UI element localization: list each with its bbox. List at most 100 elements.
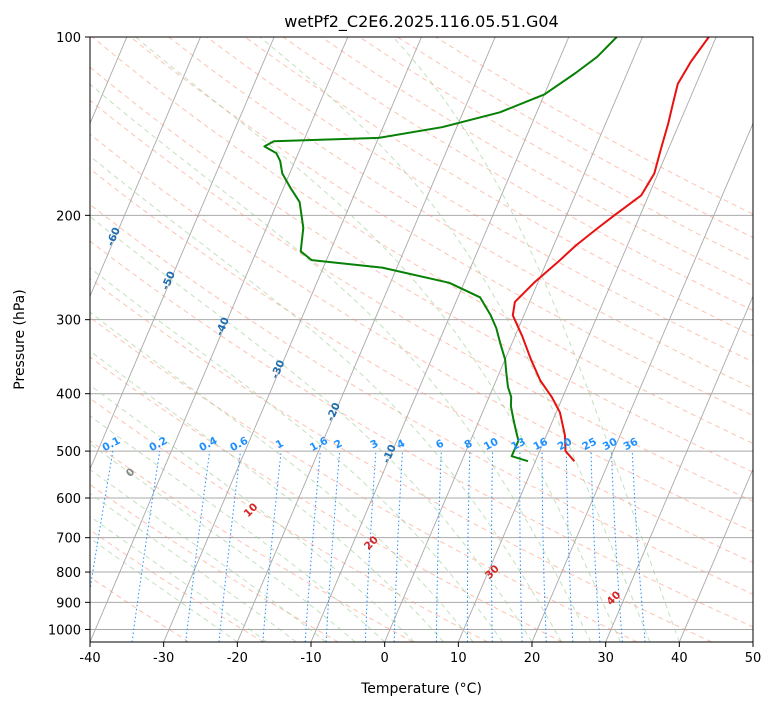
isotherm bbox=[310, 37, 570, 642]
y-tick-label: 200 bbox=[56, 209, 81, 224]
dry-adiabat-label: 20 bbox=[362, 534, 381, 553]
x-tick-label: -10 bbox=[300, 651, 321, 666]
x-tick-label: 0 bbox=[381, 651, 389, 666]
dry-adiabat bbox=[90, 203, 753, 595]
moist-adiabat bbox=[259, 37, 651, 642]
x-tick-label: 40 bbox=[671, 651, 688, 666]
x-tick-label: -30 bbox=[153, 651, 174, 666]
dry-adiabat bbox=[90, 278, 712, 642]
y-axis-label: Pressure (hPa) bbox=[12, 289, 28, 389]
moist-adiabat bbox=[90, 155, 562, 642]
mixing-ratio-line bbox=[491, 451, 494, 642]
mixing-ratio-line bbox=[304, 451, 321, 642]
mixing-ratio-label: 3 bbox=[368, 437, 380, 451]
y-tick-label: 100 bbox=[56, 31, 81, 46]
y-tick-label: 1000 bbox=[48, 623, 81, 638]
isotherm-label: -60 bbox=[105, 226, 123, 248]
dry-adiabat bbox=[90, 168, 753, 563]
x-tick-label: -20 bbox=[227, 651, 248, 666]
mixing-ratio-label: 25 bbox=[580, 436, 599, 453]
isotherm bbox=[752, 640, 753, 642]
isotherm bbox=[605, 295, 753, 642]
mixing-ratio-label: 16 bbox=[531, 436, 550, 453]
dry-adiabats bbox=[90, 37, 753, 642]
dry-adiabat bbox=[168, 37, 753, 389]
moist-adiabat bbox=[90, 515, 268, 642]
isotherm bbox=[90, 37, 275, 471]
mixing-ratio-line bbox=[218, 451, 241, 642]
mixing-ratio-lines bbox=[90, 451, 646, 642]
moist-adiabat bbox=[90, 215, 533, 642]
moist-adiabat bbox=[90, 83, 592, 642]
dry-adiabat bbox=[90, 133, 753, 533]
moist-adiabats bbox=[90, 37, 680, 642]
moist-adiabat bbox=[90, 468, 327, 642]
mixing-ratio-label: 36 bbox=[622, 436, 641, 453]
x-axis-label: Temperature (°C) bbox=[360, 681, 482, 697]
dewpoint-profile-line bbox=[263, 37, 618, 463]
mixing-ratio-label: 20 bbox=[556, 436, 575, 453]
x-axis: -40 -30 -20 -10 0 10 20 30 40 50 bbox=[79, 642, 761, 666]
mixing-ratio-label: 6 bbox=[434, 437, 446, 451]
mixing-ratio-line bbox=[519, 451, 523, 642]
isotherm-label: -10 bbox=[380, 443, 398, 465]
x-tick-label: 50 bbox=[745, 651, 762, 666]
dry-adiabat-label: 40 bbox=[604, 589, 623, 608]
x-tick-label: 20 bbox=[524, 651, 541, 666]
y-tick-label: 600 bbox=[56, 492, 81, 507]
dry-adiabat bbox=[130, 37, 753, 417]
x-tick-label: 30 bbox=[597, 651, 614, 666]
mixing-ratio-line bbox=[185, 451, 211, 642]
isotherm bbox=[531, 122, 753, 642]
isotherm bbox=[384, 37, 643, 642]
y-tick-label: 500 bbox=[56, 445, 81, 460]
mixing-ratio-line bbox=[131, 451, 161, 642]
isotherm bbox=[236, 37, 496, 642]
y-tick-label: 800 bbox=[56, 566, 81, 581]
isotherm bbox=[90, 37, 201, 298]
isotherm-label: -80 bbox=[0, 136, 14, 158]
dry-adiabat-label: 0 bbox=[124, 466, 138, 480]
moist-adiabat bbox=[90, 537, 238, 642]
dry-adiabat-label: 30 bbox=[483, 563, 502, 582]
mixing-ratio-line bbox=[631, 451, 646, 642]
plot-frame bbox=[89, 36, 754, 643]
dry-adiabat bbox=[90, 529, 264, 642]
temperature-profile-line bbox=[511, 37, 710, 462]
plot-area: -100-90-80-70-60-50-40-30-20-100.10.20.4… bbox=[0, 37, 753, 642]
y-tick-label: 700 bbox=[56, 532, 81, 547]
y-tick-label: 300 bbox=[56, 314, 81, 329]
moist-adiabat bbox=[135, 37, 621, 642]
x-tick-label: -40 bbox=[79, 651, 100, 666]
mixing-ratio-label: 30 bbox=[601, 436, 620, 453]
moist-adiabat bbox=[90, 311, 474, 642]
dry-adiabat bbox=[359, 37, 753, 263]
mixing-ratio-label: 10 bbox=[482, 436, 501, 453]
moist-adiabat bbox=[90, 350, 444, 642]
mixing-ratio-line bbox=[90, 451, 114, 593]
isotherm-label: -70 bbox=[50, 180, 68, 202]
chart-title: wetPf2_C2E6.2025.116.05.51.G04 bbox=[284, 12, 558, 32]
mixing-ratio-line bbox=[435, 451, 442, 642]
x-tick-label: 10 bbox=[450, 651, 467, 666]
y-axis: 100 200 300 400 500 600 700 800 900 1000 bbox=[48, 31, 90, 638]
y-tick-label: 900 bbox=[56, 596, 81, 611]
moist-adiabat bbox=[392, 37, 680, 642]
dry-adiabat bbox=[90, 356, 563, 642]
mixing-ratio-label: 13 bbox=[509, 436, 528, 453]
y-tick-label: 400 bbox=[56, 388, 81, 403]
moist-adiabat bbox=[90, 492, 297, 642]
dry-adiabat-label: 10 bbox=[242, 501, 261, 520]
mixing-ratio-line bbox=[262, 451, 282, 642]
dry-adiabat bbox=[90, 576, 190, 642]
dry-adiabat bbox=[435, 37, 753, 215]
isotherm bbox=[678, 467, 753, 642]
isotherm bbox=[90, 37, 349, 642]
isotherms bbox=[90, 37, 753, 642]
isotherm bbox=[457, 37, 717, 642]
mixing-ratio-line bbox=[565, 451, 574, 642]
dry-adiabat bbox=[90, 440, 414, 642]
dry-adiabat bbox=[90, 66, 753, 473]
dry-adiabat bbox=[90, 397, 488, 642]
